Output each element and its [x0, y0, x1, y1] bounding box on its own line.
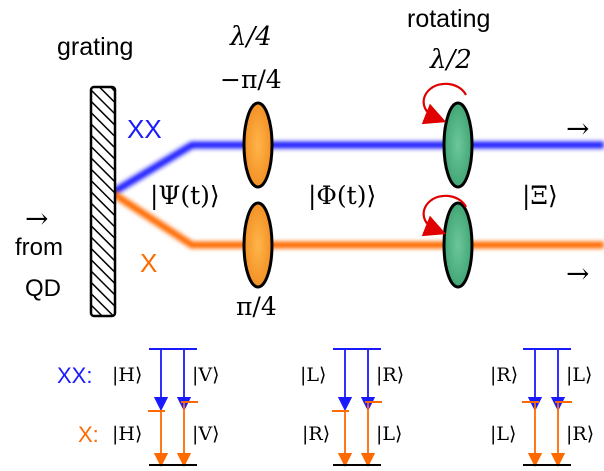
output-arrow-bottom-icon: → — [566, 257, 589, 290]
grating — [89, 85, 117, 318]
qd-label: QD — [25, 275, 61, 302]
input-arrow-icon: → — [25, 202, 48, 235]
angle-top-label: −π/4 — [220, 65, 282, 94]
g3-xx-right-state: |L⟩ — [566, 364, 592, 386]
half-wave-label: λ/2 — [429, 45, 472, 75]
output-arrow-top-icon: → — [566, 112, 589, 145]
level-diagram-3 — [522, 348, 572, 468]
half-wave-plate-bottom — [442, 201, 474, 289]
angle-bottom-label: π/4 — [236, 292, 277, 321]
rotation-arrow-top-icon — [421, 82, 467, 125]
g3-x-left-state: |L⟩ — [490, 423, 516, 445]
g2-xx-right-state: |R⟩ — [376, 364, 404, 386]
xx-level-prefix: XX: — [57, 363, 92, 388]
quarter-wave-plate-top — [242, 101, 274, 189]
half-wave-plate-top — [442, 101, 474, 189]
x-beam-label: X — [140, 248, 157, 278]
quarter-wave-label: λ/4 — [229, 22, 272, 52]
level-diagram-1 — [148, 348, 198, 468]
g3-x-right-state: |R⟩ — [566, 423, 594, 445]
x-level-prefix: X: — [78, 422, 99, 447]
grating-label: grating — [57, 33, 133, 61]
level-diagram-2 — [332, 348, 382, 468]
g1-xx-right-state: |V⟩ — [192, 364, 220, 386]
xx-beam-label: XX — [127, 114, 162, 144]
g2-x-right-state: |L⟩ — [376, 423, 402, 445]
g2-xx-left-state: |L⟩ — [300, 364, 326, 386]
rotating-label: rotating — [407, 5, 490, 33]
phi-state-label: |Φ(t)⟩ — [308, 181, 376, 211]
g1-x-right-state: |V⟩ — [192, 423, 220, 445]
g1-xx-left-state: |H⟩ — [112, 364, 142, 386]
psi-state-label: |Ψ(t)⟩ — [150, 181, 220, 211]
rotation-arrow-bottom-icon — [421, 194, 467, 237]
g1-x-left-state: |H⟩ — [112, 423, 142, 445]
from-label: from — [15, 234, 63, 261]
quarter-wave-plate-bottom — [242, 201, 274, 289]
g2-x-left-state: |R⟩ — [302, 423, 330, 445]
g3-xx-left-state: |R⟩ — [490, 364, 518, 386]
xi-state-label: |Ξ⟩ — [522, 181, 558, 211]
